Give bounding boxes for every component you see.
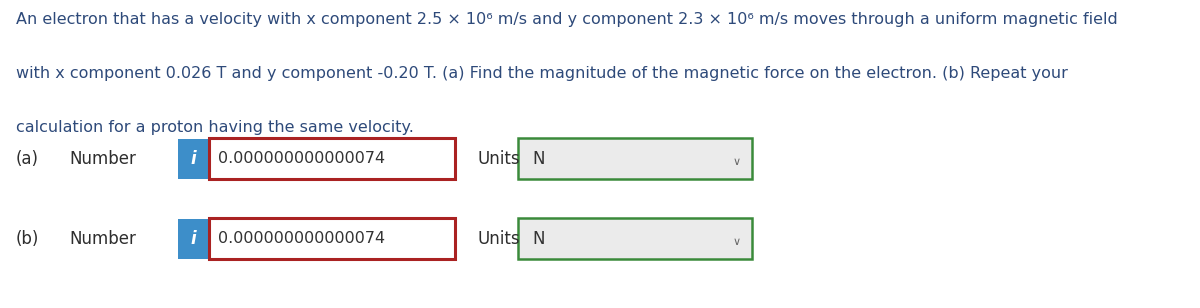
Text: Units: Units bbox=[478, 230, 521, 248]
FancyBboxPatch shape bbox=[209, 138, 455, 179]
Text: ∨: ∨ bbox=[732, 237, 740, 247]
Text: An electron that has a velocity with x component 2.5 × 10⁶ m/s and y component 2: An electron that has a velocity with x c… bbox=[16, 12, 1117, 27]
Text: Number: Number bbox=[70, 230, 137, 248]
Text: 0.000000000000074: 0.000000000000074 bbox=[218, 231, 385, 246]
Text: (b): (b) bbox=[16, 230, 38, 248]
Text: ∨: ∨ bbox=[732, 157, 740, 167]
Text: calculation for a proton having the same velocity.: calculation for a proton having the same… bbox=[16, 120, 414, 135]
FancyBboxPatch shape bbox=[209, 218, 455, 259]
FancyBboxPatch shape bbox=[178, 139, 209, 179]
FancyBboxPatch shape bbox=[178, 219, 209, 259]
Text: with x component 0.026 T and y component -0.20 T. (a) Find the magnitude of the : with x component 0.026 T and y component… bbox=[16, 66, 1068, 81]
FancyBboxPatch shape bbox=[518, 218, 752, 259]
Text: Number: Number bbox=[70, 150, 137, 168]
Text: N: N bbox=[533, 150, 545, 168]
Text: i: i bbox=[191, 230, 196, 248]
Text: (a): (a) bbox=[16, 150, 38, 168]
Text: i: i bbox=[191, 150, 196, 168]
Text: N: N bbox=[533, 230, 545, 248]
Text: 0.000000000000074: 0.000000000000074 bbox=[218, 151, 385, 166]
Text: Units: Units bbox=[478, 150, 521, 168]
FancyBboxPatch shape bbox=[518, 138, 752, 179]
